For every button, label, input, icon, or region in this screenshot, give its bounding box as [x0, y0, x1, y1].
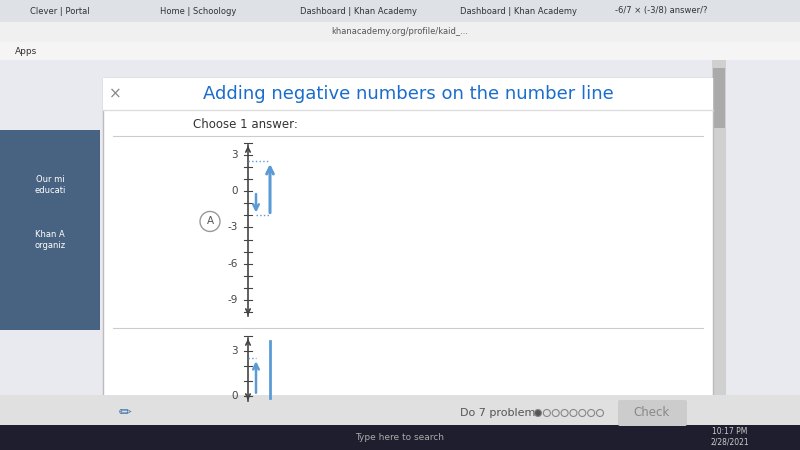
Bar — [0, 22, 800, 42]
Text: Do 7 problems: Do 7 problems — [460, 408, 541, 418]
FancyBboxPatch shape — [618, 400, 687, 426]
Text: Choose 1 answer:: Choose 1 answer: — [193, 118, 298, 131]
Text: Dashboard | Khan Academy: Dashboard | Khan Academy — [460, 6, 577, 15]
Text: -6: -6 — [228, 259, 238, 269]
Text: 10:17 PM
2/28/2021: 10:17 PM 2/28/2021 — [710, 428, 750, 447]
Bar — [0, 0, 800, 22]
Text: Check: Check — [634, 406, 670, 419]
Text: 0: 0 — [231, 391, 238, 401]
Bar — [103, 78, 713, 110]
Bar — [0, 425, 800, 450]
Text: A: A — [206, 216, 214, 226]
Circle shape — [534, 410, 542, 417]
Text: 0: 0 — [231, 186, 238, 196]
Text: Our mi
educati: Our mi educati — [34, 176, 66, 195]
Text: -9: -9 — [228, 295, 238, 305]
Text: Khan A
organiz: Khan A organiz — [34, 230, 66, 250]
Text: -3: -3 — [228, 222, 238, 233]
Text: 3: 3 — [231, 150, 238, 160]
Bar — [713, 68, 725, 128]
Bar — [0, 60, 800, 400]
Text: ×: × — [109, 86, 122, 102]
Bar — [0, 42, 800, 60]
Text: Type here to search: Type here to search — [355, 432, 445, 441]
Text: Apps: Apps — [15, 46, 38, 55]
Bar — [0, 130, 100, 330]
Bar — [712, 60, 726, 400]
Text: khanacademy.org/profile/kaid_...: khanacademy.org/profile/kaid_... — [331, 27, 469, 36]
Text: 3: 3 — [231, 346, 238, 356]
Text: ✏: ✏ — [118, 405, 131, 420]
Bar — [0, 395, 800, 450]
Text: Home | Schoology: Home | Schoology — [160, 6, 236, 15]
Text: Clever | Portal: Clever | Portal — [30, 6, 90, 15]
FancyBboxPatch shape — [103, 78, 713, 408]
Text: -6/7 × (-3/8) answer/?: -6/7 × (-3/8) answer/? — [615, 6, 707, 15]
Text: Adding negative numbers on the number line: Adding negative numbers on the number li… — [202, 85, 614, 103]
Text: Dashboard | Khan Academy: Dashboard | Khan Academy — [300, 6, 417, 15]
